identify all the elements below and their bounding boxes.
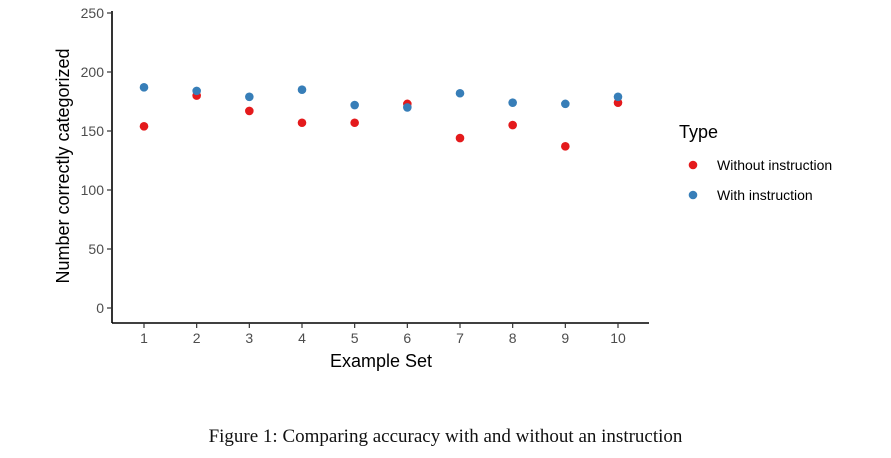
- legend-marker-without-instruction: [688, 160, 698, 170]
- y-tick-label: 200: [81, 64, 105, 80]
- point-without-instruction: [508, 120, 517, 130]
- point-with-instruction: [245, 92, 254, 102]
- point-with-instruction: [139, 83, 149, 92]
- point-without-instruction: [561, 142, 570, 151]
- point-without-instruction: [455, 133, 465, 143]
- legend-title: Type: [679, 122, 718, 142]
- y-tick-label: 50: [88, 241, 104, 257]
- x-tick-label: 8: [509, 330, 517, 346]
- x-tick-label: 6: [403, 330, 411, 346]
- point-without-instruction: [245, 106, 254, 116]
- point-with-instruction: [613, 92, 623, 102]
- point-with-instruction: [561, 99, 570, 109]
- x-tick-label: 10: [610, 330, 626, 346]
- x-tick-label: 2: [193, 330, 201, 346]
- legend: Type Without instruction With instruction: [679, 122, 832, 203]
- legend-marker-with-instruction: [688, 190, 698, 200]
- y-tick-label: 150: [81, 123, 105, 139]
- x-tick-label: 9: [561, 330, 569, 346]
- legend-label-without-instruction: Without instruction: [717, 157, 832, 173]
- y-tick-label: 100: [81, 182, 105, 198]
- x-tick-label: 1: [140, 330, 148, 346]
- y-tick-label: 250: [81, 5, 105, 21]
- y-axis-ticks: 0 50 100 150 200 250: [81, 5, 112, 316]
- figure-caption: Figure 1: Comparing accuracy with and wi…: [208, 426, 683, 447]
- legend-label-with-instruction: With instruction: [717, 187, 813, 203]
- point-without-instruction: [350, 118, 359, 128]
- x-tick-label: 7: [456, 330, 464, 346]
- point-with-instruction: [403, 103, 412, 112]
- x-tick-label: 5: [351, 330, 359, 346]
- point-with-instruction: [297, 85, 307, 94]
- point-with-instruction: [508, 98, 517, 107]
- y-tick-label: 0: [96, 300, 104, 316]
- axes: [111, 11, 649, 324]
- point-with-instruction: [350, 100, 359, 110]
- point-with-instruction: [192, 86, 201, 96]
- point-without-instruction: [297, 118, 307, 128]
- x-axis-ticks: 1 2 3 4 5 6 7 8 9 10: [140, 323, 626, 346]
- point-without-instruction: [613, 98, 623, 107]
- x-tick-label: 4: [298, 330, 306, 346]
- x-tick-label: 3: [245, 330, 253, 346]
- y-axis-label: Number correctly categorized: [53, 48, 73, 283]
- point-with-instruction: [455, 88, 465, 98]
- x-axis-label: Example Set: [330, 351, 432, 371]
- point-without-instruction: [139, 121, 149, 131]
- data-points: [139, 83, 623, 151]
